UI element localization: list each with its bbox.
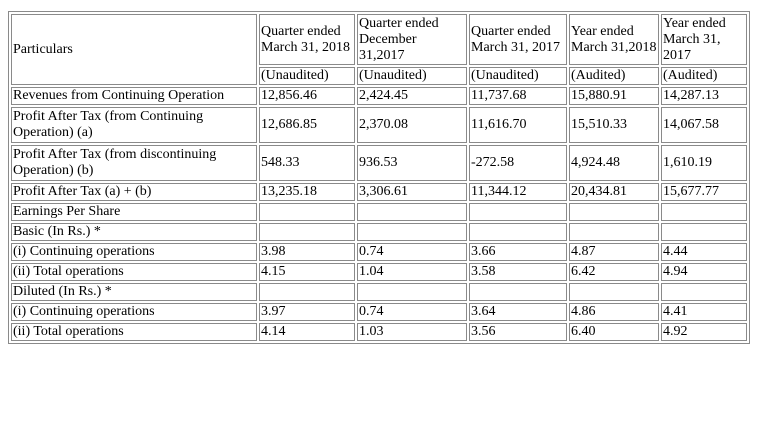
cell-value: 4.86 <box>569 303 659 321</box>
cell-value: 2,370.08 <box>357 107 467 143</box>
column-heading: Quarter ended December 31,2017 <box>357 14 467 65</box>
cell-value <box>259 283 355 301</box>
cell-value <box>357 283 467 301</box>
row-label: (ii) Total operations <box>11 323 257 341</box>
cell-value: 13,235.18 <box>259 183 355 201</box>
cell-value <box>569 203 659 221</box>
audit-status: (Audited) <box>661 67 747 85</box>
cell-value <box>661 203 747 221</box>
cell-value: 14,067.58 <box>661 107 747 143</box>
cell-value <box>569 283 659 301</box>
row-label: Profit After Tax (a) + (b) <box>11 183 257 201</box>
cell-value: 1.03 <box>357 323 467 341</box>
column-heading: Quarter ended March 31, 2018 <box>259 14 355 65</box>
row-label: Profit After Tax (from Continuing Operat… <box>11 107 257 143</box>
cell-value: 3.97 <box>259 303 355 321</box>
header-row: Particulars Quarter ended March 31, 2018… <box>11 14 747 85</box>
cell-value <box>357 223 467 241</box>
row-label: Diluted (In Rs.) * <box>11 283 257 301</box>
table-row: Profit After Tax (from Continuing Operat… <box>11 107 747 143</box>
cell-value: 11,737.68 <box>469 87 567 105</box>
table-row: (ii) Total operations 4.14 1.03 3.56 6.4… <box>11 323 747 341</box>
column-heading: Quarter ended March 31, 2017 <box>469 14 567 65</box>
table-row: Revenues from Continuing Operation 12,85… <box>11 87 747 105</box>
cell-value: 4.14 <box>259 323 355 341</box>
cell-value <box>469 223 567 241</box>
cell-value: 0.74 <box>357 243 467 261</box>
row-label: Revenues from Continuing Operation <box>11 87 257 105</box>
cell-value <box>569 223 659 241</box>
cell-value: 12,856.46 <box>259 87 355 105</box>
cell-value: 12,686.85 <box>259 107 355 143</box>
financial-results-table: Particulars Quarter ended March 31, 2018… <box>8 11 750 344</box>
column-heading: Year ended March 31, 2017 <box>661 14 747 65</box>
cell-value: 4.94 <box>661 263 747 281</box>
audit-status: (Unaudited) <box>469 67 567 85</box>
cell-value: 15,510.33 <box>569 107 659 143</box>
row-label: (i) Continuing operations <box>11 303 257 321</box>
cell-value: 3.58 <box>469 263 567 281</box>
cell-value: 3.66 <box>469 243 567 261</box>
cell-value: -272.58 <box>469 145 567 181</box>
audit-status: (Unaudited) <box>259 67 355 85</box>
table-row: (i) Continuing operations 3.98 0.74 3.66… <box>11 243 747 261</box>
table-row: Diluted (In Rs.) * <box>11 283 747 301</box>
cell-value: 11,616.70 <box>469 107 567 143</box>
cell-value: 4,924.48 <box>569 145 659 181</box>
financial-results-container: Particulars Quarter ended March 31, 2018… <box>8 11 750 344</box>
column-heading: Year ended March 31,2018 <box>569 14 659 65</box>
cell-value: 3.64 <box>469 303 567 321</box>
cell-value <box>469 203 567 221</box>
particulars-header: Particulars <box>11 14 257 85</box>
cell-value: 3,306.61 <box>357 183 467 201</box>
audit-status: (Audited) <box>569 67 659 85</box>
cell-value: 3.56 <box>469 323 567 341</box>
cell-value: 14,287.13 <box>661 87 747 105</box>
table-row: Profit After Tax (a) + (b) 13,235.18 3,3… <box>11 183 747 201</box>
cell-value: 936.53 <box>357 145 467 181</box>
cell-value <box>357 203 467 221</box>
audit-status: (Unaudited) <box>357 67 467 85</box>
cell-value: 15,677.77 <box>661 183 747 201</box>
table-row: Basic (In Rs.) * <box>11 223 747 241</box>
table-row: Profit After Tax (from discontinuing Ope… <box>11 145 747 181</box>
cell-value: 15,880.91 <box>569 87 659 105</box>
cell-value <box>259 203 355 221</box>
cell-value: 4.87 <box>569 243 659 261</box>
cell-value: 4.44 <box>661 243 747 261</box>
audit-status-row: (Unaudited) (Unaudited) (Unaudited) (Aud… <box>11 67 747 85</box>
row-label: Basic (In Rs.) * <box>11 223 257 241</box>
table-row: Earnings Per Share <box>11 203 747 221</box>
cell-value: 20,434.81 <box>569 183 659 201</box>
cell-value <box>469 283 567 301</box>
cell-value <box>259 223 355 241</box>
cell-value: 4.15 <box>259 263 355 281</box>
table-row: (i) Continuing operations 3.97 0.74 3.64… <box>11 303 747 321</box>
cell-value: 3.98 <box>259 243 355 261</box>
row-label: (ii) Total operations <box>11 263 257 281</box>
cell-value: 11,344.12 <box>469 183 567 201</box>
cell-value: 1,610.19 <box>661 145 747 181</box>
table-row: (ii) Total operations 4.15 1.04 3.58 6.4… <box>11 263 747 281</box>
cell-value: 548.33 <box>259 145 355 181</box>
cell-value: 2,424.45 <box>357 87 467 105</box>
cell-value <box>661 283 747 301</box>
cell-value: 0.74 <box>357 303 467 321</box>
row-label: Profit After Tax (from discontinuing Ope… <box>11 145 257 181</box>
cell-value: 1.04 <box>357 263 467 281</box>
cell-value: 6.40 <box>569 323 659 341</box>
row-label: Earnings Per Share <box>11 203 257 221</box>
cell-value: 4.41 <box>661 303 747 321</box>
row-label: (i) Continuing operations <box>11 243 257 261</box>
cell-value <box>661 223 747 241</box>
cell-value: 4.92 <box>661 323 747 341</box>
cell-value: 6.42 <box>569 263 659 281</box>
